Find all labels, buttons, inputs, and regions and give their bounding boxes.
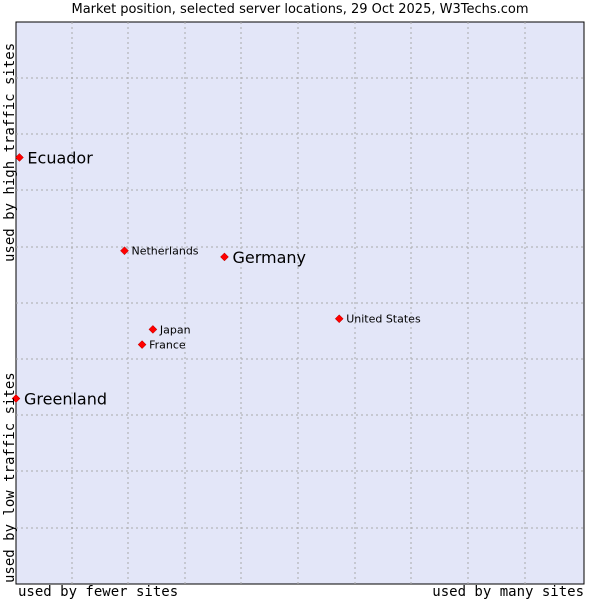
grid-lines (16, 22, 584, 584)
point-marker-greenland (11, 394, 21, 403)
point-marker-france (137, 340, 147, 349)
point-label-greenland: Greenland (24, 390, 107, 409)
y-axis-label-top: used by high traffic sites (2, 42, 18, 262)
point-label-netherlands: Netherlands (131, 245, 198, 258)
point-label-united-states: United States (346, 313, 421, 326)
point-marker-japan (148, 325, 158, 334)
point-label-japan: Japan (159, 323, 191, 336)
point-marker-ecuador (15, 153, 24, 162)
chart-title: Market position, selected server locatio… (71, 2, 529, 17)
point-marker-netherlands (120, 246, 129, 256)
point-label-germany: Germany (232, 248, 306, 267)
point-marker-germany (220, 252, 229, 262)
x-axis-label-left: used by fewer sites (18, 584, 179, 600)
point-label-france: France (149, 339, 186, 352)
x-axis-label-right: used by many sites (432, 584, 584, 600)
plot-area (15, 21, 585, 585)
y-axis-label-bottom: used by low traffic sites (2, 372, 18, 583)
data-points: Ecuador Netherlands Germany United States Ja… (11, 148, 421, 409)
point-label-ecuador: Ecuador (27, 148, 93, 167)
point-marker-united-states (334, 314, 344, 324)
